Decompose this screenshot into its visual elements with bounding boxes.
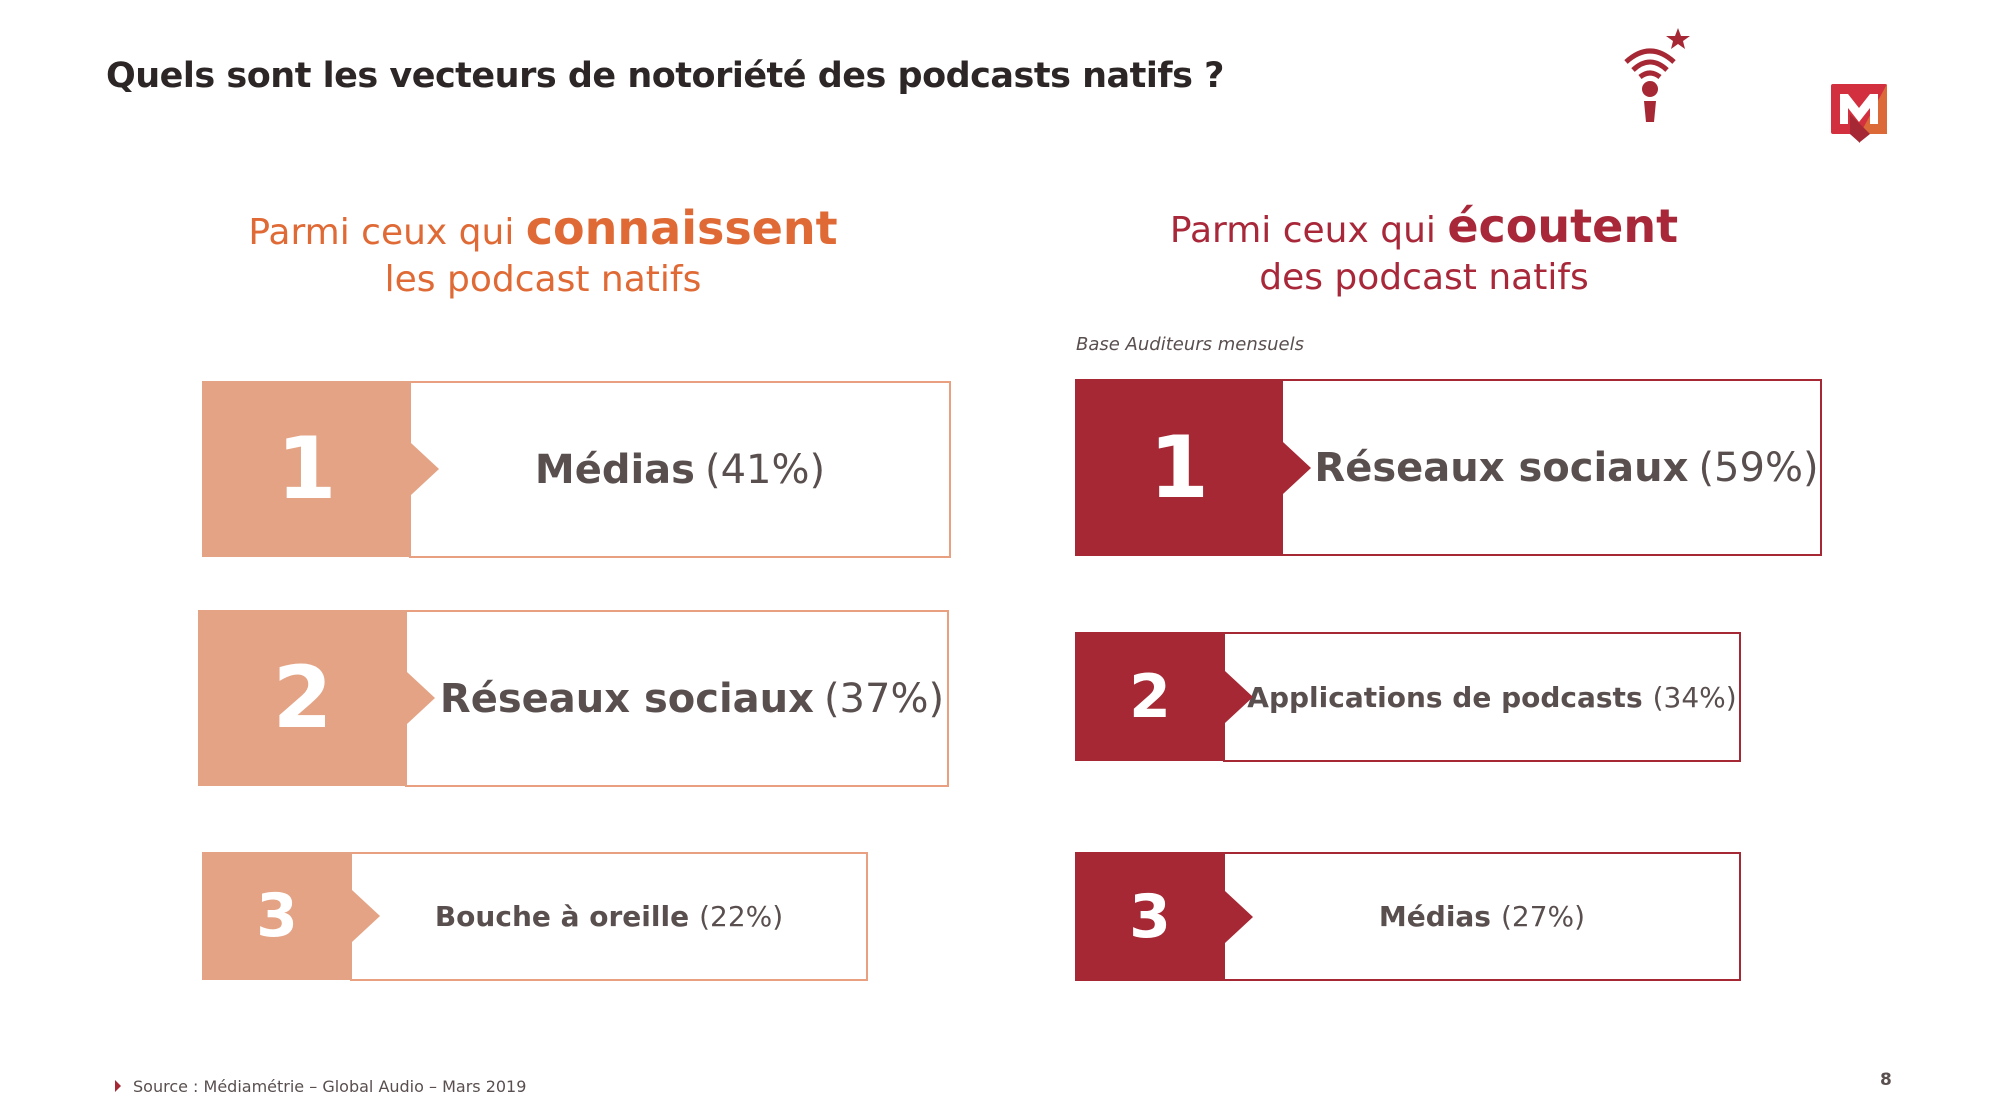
right-rank-2-box: Applications de podcasts (34%) xyxy=(1223,632,1741,762)
left-heading-prefix: Parmi ceux qui xyxy=(248,212,526,253)
right-rank-1-number: 1 xyxy=(1075,379,1283,556)
page-title: Quels sont les vecteurs de notoriété des… xyxy=(106,56,1224,96)
rank-label: Médias xyxy=(534,446,695,493)
rank-label: Médias xyxy=(1378,900,1491,933)
podcast-microphone-icon xyxy=(1624,28,1690,122)
right-heading: Parmi ceux qui écoutent des podcast nati… xyxy=(1124,203,1724,301)
rank-percent: (59%) xyxy=(1698,444,1819,491)
right-heading-line2: des podcast natifs xyxy=(1259,257,1589,298)
base-note: Base Auditeurs mensuels xyxy=(1076,334,1304,355)
rank-percent: (34%) xyxy=(1652,680,1737,714)
left-heading: Parmi ceux qui connaissent les podcast n… xyxy=(243,205,843,303)
right-rank-1-box: Réseaux sociaux (59%) xyxy=(1281,379,1822,556)
left-heading-line2: les podcast natifs xyxy=(384,259,702,300)
rank-percent: (27%) xyxy=(1500,900,1586,933)
rank-label: Bouche à oreille xyxy=(434,900,690,933)
left-rank-2-number: 2 xyxy=(198,610,407,786)
page-number: 8 xyxy=(1880,1070,1892,1090)
rank-label: Applications de podcasts xyxy=(1247,680,1643,714)
mediametrie-logo xyxy=(1831,84,1887,143)
left-rank-2-box: Réseaux sociaux (37%) xyxy=(405,610,949,787)
left-rank-3-box: Bouche à oreille (22%) xyxy=(350,852,868,981)
rank-label: Réseaux sociaux xyxy=(1314,444,1689,491)
right-rank-3-number: 3 xyxy=(1075,852,1225,981)
rank-percent: (22%) xyxy=(699,900,784,933)
left-rank-1-number: 1 xyxy=(202,381,411,557)
source-note: Source : Médiamétrie – Global Audio – Ma… xyxy=(133,1077,527,1096)
right-heading-emphasis: écoutent xyxy=(1447,199,1679,253)
rank-label: Réseaux sociaux xyxy=(439,675,814,722)
left-rank-3-number: 3 xyxy=(202,852,352,980)
left-rank-1-box: Médias (41%) xyxy=(409,381,951,558)
rank-percent: (37%) xyxy=(823,675,945,722)
right-rank-2-number: 2 xyxy=(1075,632,1225,761)
right-rank-3-box: Médias (27%) xyxy=(1223,852,1741,981)
right-heading-prefix: Parmi ceux qui xyxy=(1169,210,1448,251)
left-heading-emphasis: connaissent xyxy=(525,201,838,255)
bullet-arrow-icon xyxy=(115,1080,121,1092)
rank-percent: (41%) xyxy=(704,446,826,493)
